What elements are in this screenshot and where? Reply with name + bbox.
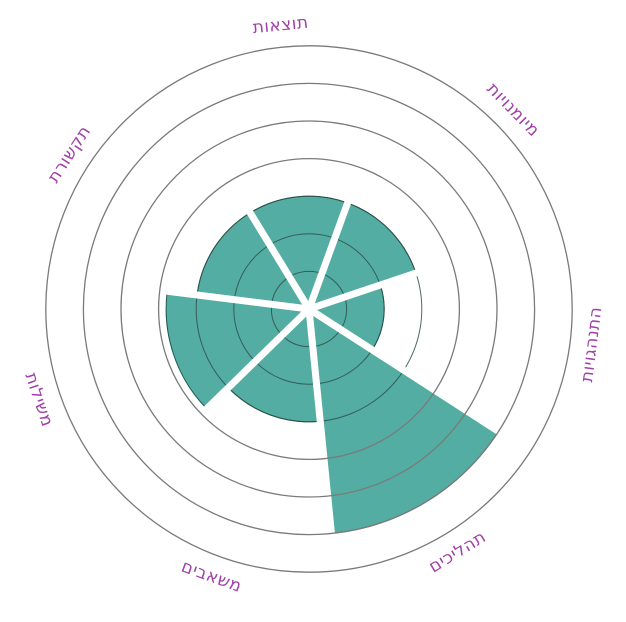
category-label-5: משילות bbox=[20, 370, 57, 429]
ring-7 bbox=[45, 45, 573, 573]
inner-rings-layer bbox=[195, 195, 423, 423]
category-label-4: משאבים bbox=[179, 557, 245, 597]
inner-ring-1 bbox=[270, 270, 348, 348]
sector-gap-1 bbox=[305, 54, 405, 311]
sector-3 bbox=[308, 308, 500, 535]
inner-ring-3 bbox=[195, 195, 423, 423]
gaps-layer bbox=[41, 54, 566, 578]
sector-gap-6 bbox=[41, 272, 310, 313]
sector-gap-4 bbox=[305, 308, 340, 578]
sector-gap-2 bbox=[307, 219, 566, 313]
ring-6 bbox=[82, 82, 536, 536]
category-label-6: תקשורת bbox=[44, 122, 95, 186]
inner-ring-2 bbox=[233, 233, 385, 385]
sector-gap-3 bbox=[307, 306, 538, 458]
outer-rings-layer bbox=[45, 45, 573, 573]
category-label-2: התנהגויות bbox=[577, 306, 606, 384]
ring-5 bbox=[120, 120, 498, 498]
sector-gap-7 bbox=[165, 77, 312, 311]
category-label-7: תוצאות bbox=[252, 13, 310, 38]
category-label-3: תהליכים bbox=[425, 527, 489, 577]
sector-gap-5 bbox=[113, 306, 312, 500]
category-label-1: מיומנויות bbox=[482, 79, 543, 141]
ring-4 bbox=[157, 157, 461, 461]
